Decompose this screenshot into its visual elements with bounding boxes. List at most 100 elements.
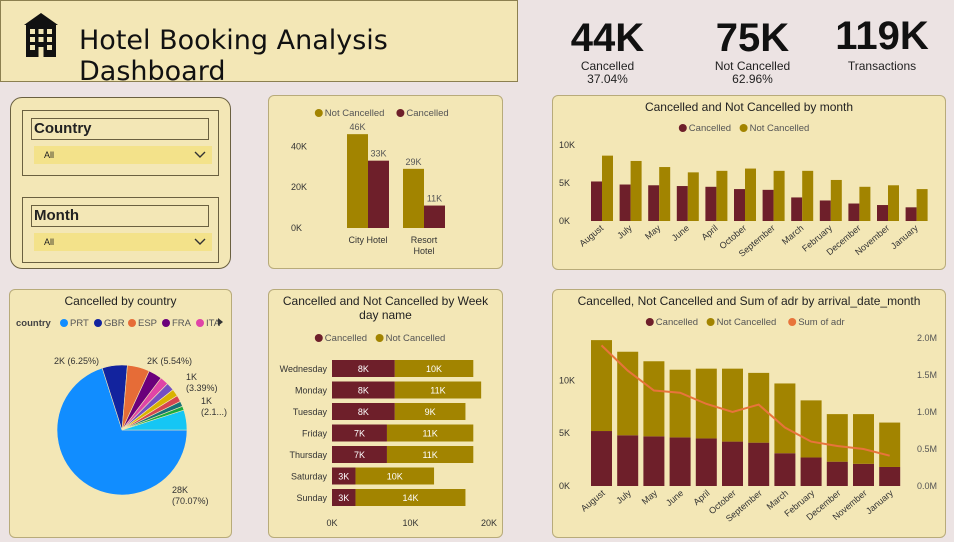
legend-label: FRA bbox=[172, 318, 192, 329]
hotel-building-icon bbox=[24, 13, 58, 57]
hotel-chart: Not Cancelled Cancelled 0K 20K 40K 46K 33K City… bbox=[291, 108, 449, 256]
x-tick-label: City Hotel bbox=[348, 235, 387, 245]
x-tick-label: 0K bbox=[326, 518, 337, 528]
x-tick-label: August bbox=[577, 223, 605, 249]
kpi-transactions: 119K Transactions bbox=[830, 14, 934, 73]
y-tick-label: 0K bbox=[291, 223, 302, 233]
bar bbox=[602, 155, 613, 221]
legend-marker bbox=[60, 319, 68, 327]
x-tick-label: January bbox=[864, 488, 895, 517]
legend-marker bbox=[645, 318, 654, 326]
bar bbox=[394, 360, 474, 377]
bar bbox=[332, 381, 395, 399]
legend-label: Not Cancelled bbox=[750, 123, 810, 134]
kpi-value: 119K bbox=[835, 14, 929, 58]
adr-chart: Cancelled Not Cancelled Sum of adr 0K 5K 10K 0… bbox=[559, 317, 937, 524]
country-chart-panel: Cancelled by country country PRT GBR ESP FRA… bbox=[9, 289, 232, 538]
bar bbox=[386, 424, 474, 442]
month-dropdown[interactable]: All bbox=[34, 233, 212, 251]
y-tick-label: 20K bbox=[291, 182, 307, 192]
bar bbox=[853, 463, 874, 486]
x-tick-label: Hotel bbox=[413, 246, 434, 256]
legend-marker bbox=[788, 318, 797, 326]
y-tick-label: Saturday bbox=[291, 472, 328, 482]
data-label: (2.1...) bbox=[201, 407, 227, 417]
x-tick-label: 20K bbox=[481, 518, 497, 528]
bar bbox=[722, 441, 743, 486]
y2-tick-label: 1.5M bbox=[917, 370, 937, 380]
filter-panel: Country All Month All bbox=[10, 97, 231, 269]
bar bbox=[403, 168, 424, 228]
month-slicer-label: Month bbox=[31, 205, 209, 227]
kpi-label: Transactions bbox=[847, 59, 917, 73]
bar bbox=[877, 205, 888, 221]
kpi-cancelled: 44K Cancelled 37.04% bbox=[560, 16, 655, 86]
data-label: 3K bbox=[338, 472, 349, 482]
y-tick-label: Sunday bbox=[296, 493, 327, 503]
bar bbox=[830, 179, 842, 221]
x-tick-label: June bbox=[670, 223, 691, 243]
bar bbox=[748, 372, 770, 443]
legend-label: ITA bbox=[206, 318, 221, 329]
x-tick-label: June bbox=[664, 488, 685, 508]
data-label: 14K bbox=[402, 493, 418, 503]
legend-marker bbox=[678, 124, 687, 132]
bar bbox=[617, 351, 639, 436]
data-label: 2K (5.54%) bbox=[147, 356, 192, 366]
adr-chart-title: Cancelled, Not Cancelled and Sum of adr … bbox=[577, 294, 921, 308]
bar bbox=[617, 435, 639, 486]
kpi-not-cancelled: 75K Not Cancelled 62.96% bbox=[700, 16, 805, 86]
legend-next-icon bbox=[218, 318, 223, 326]
x-tick-label: July bbox=[614, 488, 633, 506]
legend-marker bbox=[162, 319, 170, 327]
bar bbox=[853, 414, 874, 464]
data-label: 1K bbox=[186, 372, 197, 382]
bar bbox=[630, 160, 642, 221]
data-label: 8K bbox=[358, 364, 369, 374]
bar bbox=[748, 442, 770, 486]
x-tick-label: March bbox=[780, 223, 806, 247]
legend-label: Cancelled bbox=[325, 333, 367, 344]
bar bbox=[826, 461, 848, 486]
kpi-label: Cancelled bbox=[580, 59, 635, 73]
chevron-down-icon bbox=[194, 151, 206, 158]
kpi-value: 75K bbox=[715, 16, 790, 60]
bar bbox=[332, 360, 395, 377]
data-label: 11K bbox=[422, 450, 437, 460]
x-tick-label: Resort bbox=[411, 235, 438, 245]
legend-label: Cancelled bbox=[656, 317, 698, 328]
page-title: Hotel Booking Analysis Dashboard bbox=[79, 25, 388, 87]
data-label: 8K bbox=[358, 407, 369, 417]
y-tick-label: 0K bbox=[559, 481, 570, 491]
bar bbox=[734, 189, 745, 221]
country-dropdown[interactable]: All bbox=[34, 146, 212, 164]
legend-label: Cancelled bbox=[406, 108, 448, 119]
bar bbox=[800, 457, 822, 486]
bar bbox=[355, 467, 435, 485]
data-label: 3K bbox=[338, 493, 349, 503]
data-label: 11K bbox=[422, 429, 437, 439]
country-chart-title: Cancelled by country bbox=[64, 294, 177, 308]
y-tick-label: 0K bbox=[559, 216, 570, 226]
legend-marker bbox=[375, 334, 384, 342]
bar bbox=[368, 160, 389, 228]
bar bbox=[355, 489, 466, 506]
y2-tick-label: 0.5M bbox=[917, 444, 937, 454]
bar bbox=[643, 436, 665, 486]
x-tick-label: August bbox=[579, 488, 607, 514]
y-tick-label: 40K bbox=[291, 141, 307, 151]
bar bbox=[347, 134, 368, 228]
bar bbox=[332, 403, 395, 420]
legend-marker bbox=[128, 319, 136, 327]
legend-label: Not Cancelled bbox=[386, 333, 446, 344]
data-label: (3.39%) bbox=[186, 383, 218, 393]
bar bbox=[332, 489, 356, 506]
bar bbox=[659, 167, 671, 221]
data-label: 7K bbox=[354, 450, 365, 460]
bar bbox=[705, 186, 717, 221]
pie-slice bbox=[56, 367, 188, 496]
data-label: 46K bbox=[349, 122, 365, 132]
data-label: 28K bbox=[172, 485, 188, 495]
x-tick-label: April bbox=[691, 488, 711, 507]
bar bbox=[916, 189, 928, 221]
